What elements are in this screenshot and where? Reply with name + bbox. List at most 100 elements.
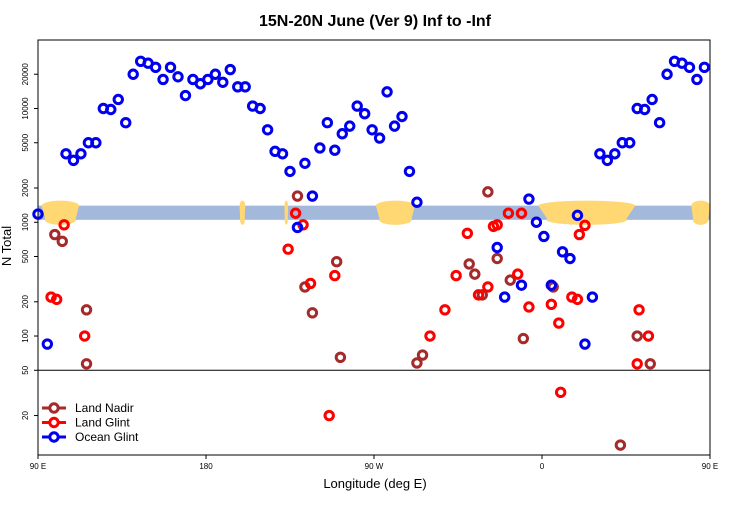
ocean-glint-point [41,338,54,350]
y-tick-label: 50 [21,365,30,374]
ocean-glint-point [691,73,703,86]
land-bump-top [691,200,711,211]
land-nadir-legend-label: Land Nadir [75,401,134,415]
ocean-glint-point [538,230,550,243]
land-mask-band [38,198,711,225]
ocean-glint-point [388,120,401,132]
land-glint-point [573,228,586,241]
land-glint-point [289,207,302,219]
ocean-glint-point [329,144,341,156]
ocean-glint-point [239,81,251,93]
ocean-glint-legend-marker [48,431,60,443]
land-glint-point [450,269,462,282]
ocean-glint-point [515,279,528,291]
ocean-glint-point [336,128,348,140]
y-tick-label: 20 [21,411,30,420]
ocean-glint-point [179,89,192,102]
ocean-glint-point [90,137,102,149]
ocean-glint-point [344,120,356,132]
ocean-glint-point [523,193,535,205]
land-bump-top [284,200,289,211]
land-glint-point [323,409,335,422]
x-tick-label: 90 W [365,462,384,471]
land-glint-point [50,293,63,306]
ocean-glint-point [609,148,621,160]
y-axis-ticks: 20 50 100 200 500 1000 2000 5000 10000 20000 [21,63,38,420]
ocean-glint-point [653,117,666,129]
plot-border [37,39,711,456]
land-glint-point [78,330,91,342]
land-bump-bottom [546,214,628,225]
land-bump-bottom [284,214,288,225]
land-bump-top [375,200,416,211]
land-glint-point [58,219,70,231]
ocean-glint-point [491,241,503,254]
land-nadir-point [491,252,503,265]
land-glint-legend-label: Land Glint [75,416,130,430]
land-bump-bottom [379,214,412,225]
land-nadir-point [517,332,530,345]
land-nadir-point [334,351,347,364]
band-top-mask [38,198,710,206]
ocean-glint-point [579,338,591,350]
land-nadir-point [291,190,304,202]
y-tick-label: 100 [21,329,30,343]
land-bump-bottom [692,214,709,225]
ocean-glint-point [373,132,386,144]
ocean-glint-legend-label: Ocean Glint [75,430,139,444]
y-tick-label: 500 [21,249,30,263]
land-nadir-point [306,307,319,319]
plot-frame [37,39,711,456]
land-glint-point [424,330,436,342]
land-glint-point [472,289,485,301]
y-tick-label: 1000 [21,213,30,231]
chart-title: 15N-20N June (Ver 9) Inf to -Inf [259,13,492,30]
ocean-glint-point [284,165,296,178]
ocean-glint-point [276,148,289,160]
land-nadir-legend-marker [48,402,60,414]
ocean-glint-point [646,93,658,106]
x-tick-label: 90 E [30,462,46,471]
land-nadir-point [56,235,68,248]
land-glint-point [566,291,578,303]
land-nadir-point [80,304,93,316]
ocean-glint-point [164,61,177,74]
land-nadir-point [482,186,494,198]
ocean-glint-point [556,246,569,258]
ocean-glint-point [638,103,651,116]
x-tick-label: 180 [199,462,213,471]
land-bump-bottom [240,214,245,225]
land-glint-point [439,304,451,316]
ocean-glint-point [545,279,558,291]
land-glint-point [523,301,535,313]
land-glint-point [45,291,57,303]
land-glint-point [554,386,567,399]
land-nadir-point [416,349,429,361]
y-tick-label: 20000 [21,63,30,86]
land-glint-point [329,269,341,282]
y-tick-label: 2000 [21,179,30,197]
land-nadir-point [614,439,627,451]
ocean-glint-point [32,208,44,220]
y-tick-label: 5000 [21,133,30,151]
land-glint-legend-marker [48,416,60,429]
ocean-glint-point [366,124,378,136]
land-glint-point [579,219,591,232]
land-glint-point [633,304,645,316]
ocean-glint-point [698,61,711,74]
land-nadir-point [411,357,423,369]
y-tick-label: 10000 [21,97,30,120]
x-tick-label: 0 [540,462,545,471]
land-glint-point [571,293,584,306]
land-glint-point [282,243,294,255]
ocean-glint-point [202,73,214,86]
ocean-glint-point [381,86,393,98]
ocean-glint-point [299,157,311,169]
ocean-glint-point [571,209,584,222]
ocean-glint-point [564,252,576,265]
ocean-glint-point [683,61,696,74]
land-glint-point [502,207,515,219]
land-glint-point [482,281,494,293]
